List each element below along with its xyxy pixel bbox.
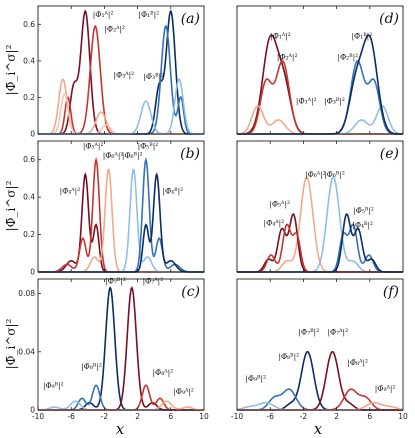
annotation-d-1: |Φ̄₂ᴬ|² — [277, 53, 298, 62]
annotation-c-2: |Φ̄₈ᴮ|² — [81, 362, 102, 371]
annotation-b-0: |Φ̄₅ᴬ|² — [83, 141, 104, 150]
series-line-e-1 — [237, 175, 403, 273]
annotation-d-4: |Φ̄₂ᴮ|² — [337, 53, 358, 62]
panel-a: 0 0.2 0.4 0.6 (a) |Φ̄₁ᴬ|² |Φ̄₂ᴬ|² |Φ̄₃ᴬ|² |Φ̄₁ᴮ|… — [23, 5, 205, 139]
panel-label-e: (e) — [380, 146, 399, 162]
x-tick-label-c-0: -10 — [32, 412, 44, 421]
annotation-c-4: |Φ̄₉ᴮ|² — [43, 381, 64, 390]
axes-frame-a — [37, 5, 205, 135]
annotation-a-3: |Φ̄₁ᴮ|² — [138, 10, 159, 19]
annotation-d-3: |Φ̄₃ᴮ|² — [324, 97, 345, 106]
axes-frame-b — [37, 140, 205, 273]
panel-b: 0 0.2 0.4 0.6 (b) |Φ̄₅ᴬ|²|Φ̄₆ᴬ|²|Φ̄₆ᴮ|²|Φ̄₅ᴮ|… — [23, 140, 205, 277]
annotation-f-0: |Φ̄₇ᴮ|² — [298, 327, 319, 336]
annotation-e-4: |Φ̄₅ᴮ|² — [353, 206, 374, 215]
annotation-c-1: |Φ̄₇ᴬ|² — [143, 276, 164, 285]
y-tick-label-b-0: 0 — [30, 268, 35, 277]
x-tick-label-f-4: 6 — [367, 412, 372, 421]
panels-group: 0 0.2 0.4 0.6 (a) |Φ̄₁ᴬ|² |Φ̄₂ᴬ|² |Φ̄₃ᴬ|² |Φ̄₁ᴮ|… — [18, 5, 408, 421]
annotation-e-0: |Φ̄₆ᴬ|² — [305, 170, 326, 179]
y-tick-label-c-1: 0.04 — [18, 347, 35, 356]
annotation-a-1: |Φ̄₂ᴬ|² — [104, 25, 125, 34]
y-tick-label-a-3: 0.6 — [23, 20, 35, 29]
y-axis-label-middle: |Φ̄_i^σ|² — [4, 180, 18, 231]
panel-e: (e) |Φ̄₆ᴬ|²|Φ̄₆ᴮ|² |Φ̄₅ᴬ|² |Φ̄₄ᴬ|² |Φ̄₅ᴮ|² |Φ… — [236, 140, 404, 273]
panel-f: -10 -6 -2 2 6 10 (f) |Φ̄₇ᴮ|² |Φ̄₇ᴬ|² |Φ̄₈ᴮ|² |Φ̄₈ᴬ… — [231, 278, 408, 421]
annotation-a-4: |Φ̄₃ᴮ|² — [143, 72, 164, 81]
annotation-e-3: |Φ̄₄ᴬ|² — [264, 219, 285, 228]
annotation-b-4: |Φ̄₄ᴬ|² — [60, 186, 81, 195]
x-tick-label-c-5: 10 — [199, 412, 209, 421]
axes-frame-c — [37, 278, 205, 411]
x-tick-label-f-3: 2 — [334, 412, 339, 421]
annotation-a-0: |Φ̄₁ᴬ|² — [93, 10, 114, 19]
y-axis-label-bottom: |Φ̄_i^σ|² — [4, 318, 18, 369]
panel-label-b: (b) — [180, 146, 200, 162]
series-line-e-0 — [237, 175, 403, 273]
y-tick-label-b-1: 0.2 — [23, 230, 35, 239]
series-line-b-4 — [38, 157, 204, 273]
panel-label-c: (c) — [181, 284, 200, 300]
axes-frame-f — [236, 278, 404, 411]
annotation-f-2: |Φ̄₈ᴮ|² — [279, 352, 300, 361]
panel-label-a: (a) — [181, 11, 200, 27]
annotation-c-0: |Φ̄₇ᴮ|² — [105, 276, 126, 285]
annotation-b-1: |Φ̄₆ᴬ|² — [103, 151, 124, 160]
y-tick-label-c-0: 0 — [30, 406, 35, 415]
x-tick-label-f-1: -6 — [266, 412, 274, 421]
axes-frame-d — [236, 5, 404, 135]
series-line-b-1 — [38, 157, 204, 273]
series-line-e-3 — [237, 223, 403, 273]
x-tick-label-c-1: -6 — [67, 412, 75, 421]
panel-c: -10 -6 -2 2 6 10 0 0.04 0.08 (c) |Φ̄₇ᴮ|² |Φ̄₇ᴬ|² |Φ̄… — [18, 276, 209, 421]
annotation-c-3: |Φ̄₈ᴬ|² — [153, 368, 174, 377]
panel-d: (d) |Φ̄₁ᴬ|² |Φ̄₂ᴬ|² |Φ̄₃ᴬ|² |Φ̄₃ᴮ|² |Φ̄₂ᴮ|² |Φ… — [236, 5, 404, 135]
annotation-f-1: |Φ̄₇ᴬ|² — [327, 327, 348, 336]
y-tick-label-a-0: 0 — [30, 130, 35, 139]
panel-label-d: (d) — [379, 11, 399, 27]
annotation-f-3: |Φ̄₈ᴬ|² — [347, 358, 368, 367]
x-axis-label-right: x — [314, 420, 323, 438]
y-axis-label-top: |Φ̄_i^σ|² — [4, 44, 18, 95]
y-tick-label-c-2: 0.08 — [18, 289, 35, 298]
series-line-b-2 — [38, 168, 204, 273]
annotation-d-5: |Φ̄₁ᴮ|² — [352, 32, 373, 41]
y-tick-label-b-3: 0.6 — [23, 155, 35, 164]
x-tick-label-f-0: -10 — [231, 412, 243, 421]
annotation-f-5: |Φ̄₉ᴬ|² — [375, 384, 396, 393]
annotation-b-5: |Φ̄₄ᴮ|² — [163, 186, 184, 195]
panel-label-f: (f) — [383, 284, 399, 300]
annotation-b-3: |Φ̄₅ᴮ|² — [138, 141, 159, 150]
x-tick-label-c-2: -2 — [101, 412, 109, 421]
y-tick-label-a-1: 0.2 — [23, 93, 35, 102]
x-tick-label-f-2: -2 — [300, 412, 308, 421]
annotation-b-2: |Φ̄₆ᴮ|² — [122, 151, 143, 160]
annotation-d-0: |Φ̄₁ᴬ|² — [270, 32, 291, 41]
y-tick-label-a-2: 0.4 — [23, 56, 35, 65]
annotation-e-1: |Φ̄₆ᴮ|² — [324, 170, 345, 179]
series-line-e-4 — [237, 223, 403, 273]
x-tick-label-f-5: 10 — [398, 412, 408, 421]
series-line-b-3 — [38, 168, 204, 273]
annotation-a-2: |Φ̄₃ᴬ|² — [114, 70, 135, 79]
x-axis-label-left: x — [116, 420, 125, 438]
y-tick-label-b-2: 0.4 — [23, 193, 35, 202]
annotation-f-4: |Φ̄₉ᴮ|² — [245, 374, 266, 383]
x-tick-label-c-4: 6 — [168, 412, 173, 421]
annotation-c-5: |Φ̄₉ᴬ|² — [173, 387, 194, 396]
annotation-e-2: |Φ̄₅ᴬ|² — [269, 200, 290, 209]
annotation-e-5: |Φ̄₄ᴮ|² — [352, 221, 373, 230]
x-tick-label-c-3: 2 — [135, 412, 140, 421]
axes-frame-e — [236, 140, 404, 273]
annotation-d-2: |Φ̄₃ᴬ|² — [296, 97, 317, 106]
